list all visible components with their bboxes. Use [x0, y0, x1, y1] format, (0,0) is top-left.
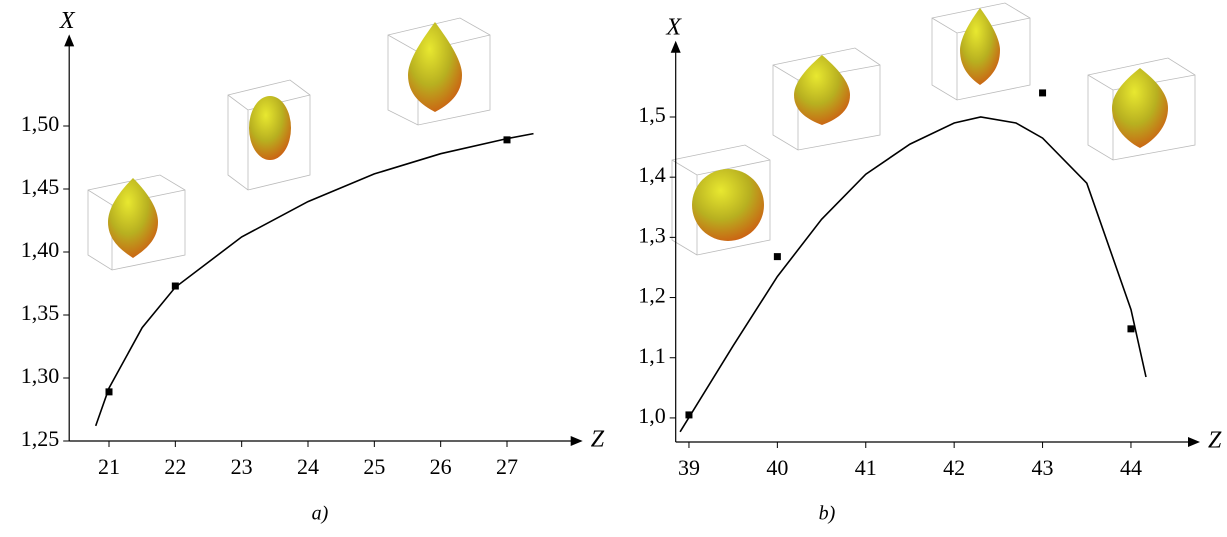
inset-shape — [227, 79, 311, 191]
x-tick-label: 41 — [855, 455, 877, 480]
x-axis-arrow — [1188, 437, 1200, 447]
x-axis-label: Z — [1208, 428, 1222, 454]
inset-shape — [87, 174, 186, 271]
data-point — [171, 282, 179, 290]
fit-curve — [94, 132, 534, 427]
data-point — [503, 136, 511, 144]
y-tick-label: 1,45 — [21, 174, 60, 199]
inset-shape — [1087, 57, 1196, 161]
data-point — [773, 253, 781, 261]
y-tick-label: 1,25 — [21, 426, 60, 451]
x-tick-label: 23 — [231, 454, 253, 479]
x-tick-label: 27 — [496, 454, 518, 479]
inset-shape — [671, 144, 771, 256]
caption: b) — [819, 503, 836, 525]
data-point — [1127, 325, 1135, 333]
x-axis-label: Z — [591, 427, 605, 453]
y-tick-label: 1,5 — [638, 102, 666, 127]
x-tick-label: 44 — [1120, 455, 1142, 480]
data-point — [105, 388, 113, 396]
x-tick-label: 43 — [1032, 455, 1054, 480]
inset-shape — [772, 47, 881, 151]
y-tick-label: 1,3 — [638, 222, 666, 247]
y-axis-label: X — [59, 8, 76, 34]
y-tick-label: 1,30 — [21, 363, 60, 388]
data-point — [685, 411, 693, 419]
y-tick-label: 1,4 — [638, 162, 666, 187]
inset-shape — [387, 17, 491, 126]
y-tick-label: 1,50 — [21, 111, 60, 136]
x-axis-arrow — [570, 436, 583, 446]
y-tick-label: 1,35 — [21, 300, 60, 325]
y-axis-label: X — [665, 14, 682, 40]
y-tick-label: 1,1 — [638, 343, 666, 368]
x-tick-label: 42 — [943, 455, 965, 480]
x-tick-label: 26 — [430, 454, 452, 479]
data-point — [1039, 89, 1047, 97]
x-tick-label: 39 — [678, 455, 700, 480]
y-axis-arrow — [64, 34, 75, 47]
inset-shape — [931, 2, 1031, 101]
x-tick-label: 25 — [363, 454, 385, 479]
y-axis-arrow — [670, 40, 681, 53]
x-tick-label: 24 — [297, 454, 319, 479]
fit-curve — [679, 116, 1147, 433]
y-tick-label: 1,2 — [638, 283, 666, 308]
x-tick-label: 22 — [164, 454, 186, 479]
caption: a) — [312, 503, 329, 525]
x-tick-label: 21 — [98, 454, 120, 479]
y-tick-label: 1,0 — [638, 403, 666, 428]
y-tick-label: 1,40 — [21, 237, 60, 262]
x-tick-label: 40 — [766, 455, 788, 480]
shape-insets — [87, 2, 1196, 271]
